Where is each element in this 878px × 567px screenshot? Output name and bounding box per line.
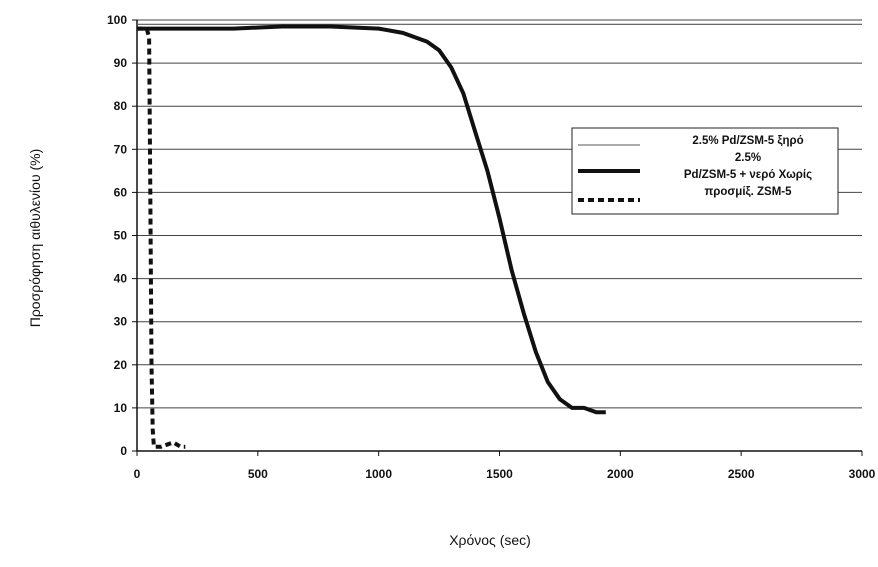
series-line-3 <box>137 29 185 447</box>
y-tick-label-90: 90 <box>114 56 128 70</box>
x-tick-label-2500: 2500 <box>728 467 755 481</box>
y-tick-label-60: 60 <box>114 185 128 199</box>
legend-line-3: Pd/ZSM-5 + νερό Χωρίς <box>684 169 812 181</box>
y-tick-label-100: 100 <box>107 13 127 27</box>
x-axis-title: Χρόνος (sec) <box>449 532 531 548</box>
x-tick-label-0: 0 <box>134 467 141 481</box>
legend: 2.5% Pd/ZSM-5 ξηρό 2.5% Pd/ZSM-5 + νερό … <box>572 128 838 214</box>
x-tick-label-2000: 2000 <box>607 467 634 481</box>
x-tick-label-500: 500 <box>248 467 268 481</box>
y-tick-label-30: 30 <box>114 315 128 329</box>
y-tick-label-70: 70 <box>114 142 128 156</box>
y-tick-label-20: 20 <box>114 358 128 372</box>
legend-line-4: προσμίξ. ZSM-5 <box>704 186 792 198</box>
series-line-2 <box>137 27 606 413</box>
y-tick-label-50: 50 <box>114 229 128 243</box>
y-tick-label-80: 80 <box>114 99 128 113</box>
legend-line-1: 2.5% Pd/ZSM-5 ξηρό <box>692 135 803 147</box>
axes <box>132 20 862 456</box>
x-tick-label-1000: 1000 <box>365 467 392 481</box>
y-tick-label-40: 40 <box>114 272 128 286</box>
x-tick-label-3000: 3000 <box>849 467 876 481</box>
y-tick-label-10: 10 <box>114 401 128 415</box>
x-tick-label-1500: 1500 <box>486 467 513 481</box>
tick-labels: 0 500 1000 1500 2000 2500 3000 0 10 20 30 40 50 60 70 8… <box>107 13 876 481</box>
grid <box>137 20 862 451</box>
legend-line-2: 2.5% <box>735 152 761 164</box>
y-tick-label-0: 0 <box>120 444 127 458</box>
y-axis-title: Προσρόφηση αιθυλενίου (%) <box>27 149 43 328</box>
